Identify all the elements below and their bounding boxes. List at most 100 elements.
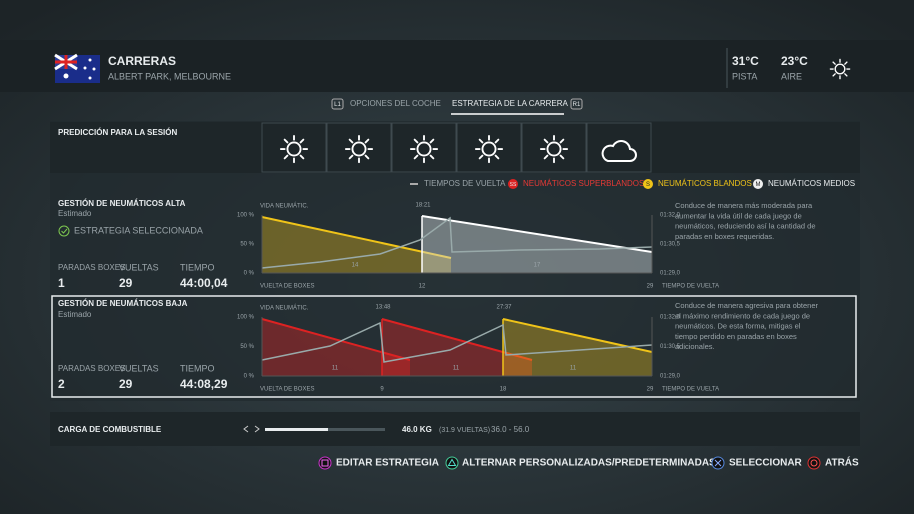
chart-label: VIDA NEUMÁTIC. — [260, 203, 309, 210]
tab[interactable]: OPCIONES DEL COCHE — [350, 99, 441, 108]
description: neumáticos. De esta forma, mitigas el — [675, 322, 801, 331]
legend-item: NEUMÁTICOS BLANDOS — [658, 179, 752, 188]
stat-label: VUELTAS — [119, 262, 159, 272]
stat-label: TIEMPO — [180, 363, 215, 373]
description: el máximo rendimiento de cada juego de — [675, 311, 810, 320]
legend-item: TIEMPOS DE VUELTA — [424, 179, 506, 188]
chart-label: 12 — [419, 284, 426, 290]
chart-label: 01:32,0 — [660, 213, 681, 219]
chart-label: 01:30,5 — [660, 344, 681, 350]
strategy-title: GESTIÓN DE NEUMÁTICOS BAJA — [58, 299, 188, 308]
legend-dot — [753, 179, 763, 189]
selected-label: ESTRATEGIA SELECCIONADA — [74, 225, 203, 235]
flag — [54, 53, 100, 83]
stat-value: 44:00,04 — [180, 276, 228, 290]
stat-value: 1 — [58, 276, 65, 290]
fuel-row — [50, 412, 860, 446]
chart-label: 100 % — [237, 213, 255, 219]
chart-label: 0 % — [244, 271, 255, 277]
description: Conduce de manera más moderada para — [675, 201, 813, 210]
chart-label: 01:29,0 — [660, 374, 681, 380]
legend-key: SS — [510, 182, 517, 188]
tab-active[interactable]: ESTRATEGIA DE LA CARRERA — [452, 99, 569, 108]
forecast-label: PREDICCIÓN PARA LA SESIÓN — [58, 128, 177, 137]
fuel-slider-fill — [265, 428, 328, 431]
action[interactable]: ATRÁS — [807, 456, 859, 470]
l1-label: L1 — [334, 102, 341, 108]
legend-item: NEUMÁTICOS MEDIOS — [768, 179, 855, 188]
chart-label: VUELTA DE BOXES — [260, 284, 314, 290]
r1-key — [570, 98, 583, 110]
chart-label: 29 — [647, 387, 654, 393]
fuel-value: 46.0 KG — [402, 425, 432, 434]
chart-label: 11 — [332, 366, 339, 372]
action-label: EDITAR ESTRATEGIA — [336, 458, 439, 469]
description: neumáticos, reduciendo así la cantidad d… — [675, 222, 816, 231]
chart-label: TIEMPO DE VUELTA — [662, 387, 719, 393]
chart-label: 18 — [500, 387, 507, 393]
forecast-row — [50, 122, 860, 173]
legend-key: M — [756, 182, 761, 188]
chart-label: 50 % — [240, 242, 254, 248]
action-label: SELECCIONAR — [729, 458, 803, 469]
strategy-card[interactable]: GESTIÓN DE NEUMÁTICOS BAJA Estimado PARA… — [58, 299, 228, 391]
action[interactable]: SELECCIONAR — [711, 456, 803, 470]
track-temp: 31°C — [732, 54, 759, 68]
stat-label: PARADAS BOXES — [58, 263, 125, 272]
chart-label: 27:37 — [496, 305, 512, 311]
legend-dot — [508, 179, 518, 189]
chart-label: VUELTA DE BOXES — [260, 387, 314, 393]
chart-label: 11 — [570, 366, 577, 372]
description: Conduce de manera agresiva para obtener — [675, 301, 819, 310]
stat-value: 2 — [58, 377, 65, 391]
stat-value: 29 — [119, 276, 133, 290]
description: paradas en boxes requeridas. — [675, 232, 774, 241]
chart-label: 29 — [647, 284, 654, 290]
legend-item: NEUMÁTICOS SUPERBLANDOS — [523, 179, 644, 188]
fuel-label: CARGA DE COMBUSTIBLE — [58, 425, 162, 434]
action[interactable]: EDITAR ESTRATEGIA — [318, 456, 439, 470]
check-mark — [61, 228, 68, 234]
chart-label: TIEMPO DE VUELTA — [662, 284, 719, 290]
strategy-chart — [261, 215, 653, 273]
stat-value: 44:08,29 — [180, 377, 228, 391]
legend-dot — [643, 179, 653, 189]
air-label: AIRE — [781, 71, 802, 81]
strategy-card[interactable]: GESTIÓN DE NEUMÁTICOS ALTA Estimado ESTR… — [58, 199, 228, 290]
check-icon — [58, 225, 70, 237]
fuel-arrows[interactable] — [243, 425, 260, 433]
fuel-laps: (31.9 VUELTAS) — [439, 427, 490, 434]
air-temp: 23°C — [781, 54, 808, 68]
stat-label: VUELTAS — [119, 363, 159, 373]
description: aumentar la vida útil de cada juego de — [675, 211, 802, 220]
estimate: Estimado — [58, 209, 92, 218]
strategy-chart — [261, 318, 653, 376]
chart-label: 01:32,0 — [660, 315, 681, 321]
action-label: ALTERNAR PERSONALIZADAS/PREDETERMINADAS — [462, 458, 716, 469]
track-label: PISTA — [732, 71, 757, 81]
chart-label: 18:21 — [415, 203, 431, 209]
chart-label: 50 % — [240, 344, 254, 350]
chart-label: 17 — [534, 263, 541, 269]
chart-label: 01:30,5 — [660, 242, 681, 248]
chart-label: 01:29,0 — [660, 271, 681, 277]
action-label: ATRÁS — [825, 456, 859, 469]
title: CARRERAS — [108, 54, 176, 68]
stat-label: TIEMPO — [180, 262, 215, 272]
chart-label: 9 — [380, 387, 384, 393]
l1-key — [331, 98, 344, 110]
fuel-range: 36.0 - 56.0 — [491, 425, 530, 434]
chart-label: 100 % — [237, 315, 255, 321]
stat-label: PARADAS BOXES — [58, 364, 125, 373]
selection-frame — [51, 295, 857, 398]
r1-label: R1 — [573, 102, 581, 108]
forecast-icons — [261, 122, 652, 173]
chart-label: 11 — [453, 366, 460, 372]
description: tiempo perdido en paradas en boxes — [675, 332, 797, 341]
chart-label: 13:48 — [375, 305, 391, 311]
header-bar — [0, 40, 914, 92]
description: adicionales. — [675, 342, 715, 351]
action[interactable]: ALTERNAR PERSONALIZADAS/PREDETERMINADAS — [445, 456, 716, 470]
chart-label: VIDA NEUMÁTIC. — [260, 305, 309, 312]
